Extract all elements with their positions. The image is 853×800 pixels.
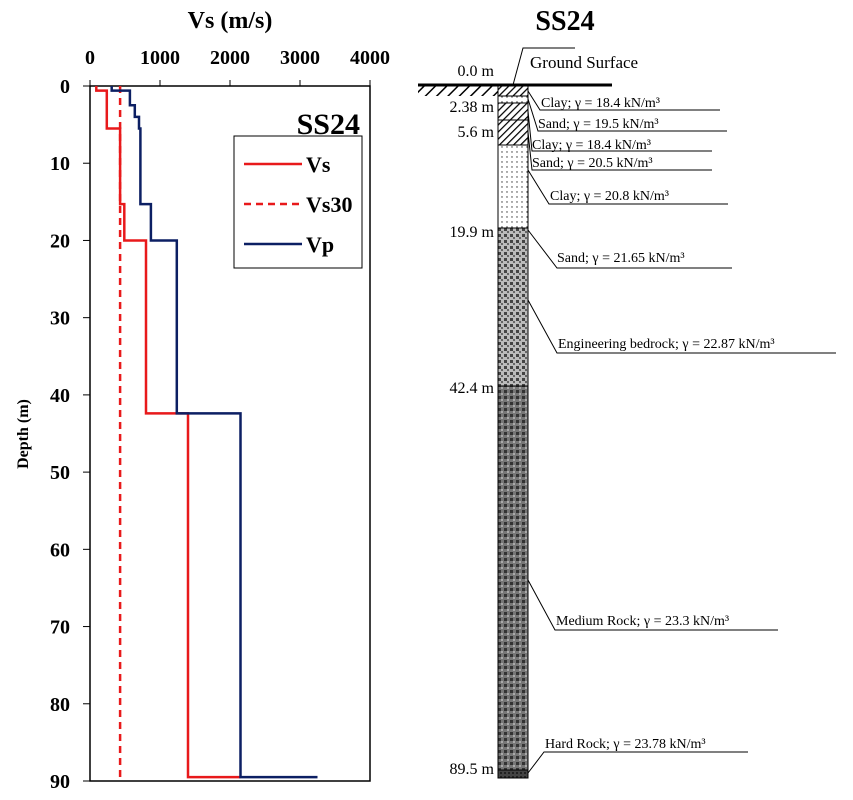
y-tick-label: 60 xyxy=(50,539,70,561)
y-tick-label: 0 xyxy=(60,76,70,98)
layer-label: Clay; γ = 18.4 kN/m³ xyxy=(532,138,651,153)
layer-label: Clay; γ = 20.8 kN/m³ xyxy=(550,189,669,204)
depth-label: 2.38 m xyxy=(450,99,495,116)
legend-label: Vp xyxy=(306,232,334,257)
layer-label: Hard Rock; γ = 23.78 kN/m³ xyxy=(545,737,706,752)
layer-label: Clay; γ = 18.4 kN/m³ xyxy=(541,96,660,111)
x-axis-label: Vs (m/s) xyxy=(188,8,273,34)
y-tick-label: 40 xyxy=(50,385,70,407)
depth-label: 0.0 m xyxy=(458,63,495,80)
depth-label: 89.5 m xyxy=(450,761,495,778)
x-tick-label: 1000 xyxy=(140,47,180,69)
layer-label: Sand; γ = 19.5 kN/m³ xyxy=(538,117,659,132)
depth-label: 42.4 m xyxy=(450,380,495,397)
y-tick-label: 80 xyxy=(50,694,70,716)
y-tick-label: 90 xyxy=(50,771,70,793)
x-tick-label: 2000 xyxy=(210,47,250,69)
figure: Vs (m/s) Depth (m) SS24 0100020003000400… xyxy=(0,0,853,795)
x-tick-label: 0 xyxy=(85,47,95,69)
y-tick-label: 20 xyxy=(50,230,70,252)
layer-label: Sand; γ = 21.65 kN/m³ xyxy=(557,251,685,266)
surface-label: Ground Surface xyxy=(530,53,638,72)
layer xyxy=(498,103,528,120)
layer xyxy=(498,145,528,228)
y-tick-label: 10 xyxy=(50,153,70,175)
depth-label: 19.9 m xyxy=(450,224,495,241)
layer-label: Sand; γ = 20.5 kN/m³ xyxy=(532,156,653,171)
y-tick-label: 70 xyxy=(50,617,70,639)
x-tick-label: 3000 xyxy=(280,47,320,69)
x-tick-label: 4000 xyxy=(350,47,390,69)
layer xyxy=(498,770,528,778)
depth-label: 5.6 m xyxy=(458,124,495,141)
legend-label: Vs30 xyxy=(306,192,352,217)
layer xyxy=(498,120,528,145)
legend-label: Vs xyxy=(306,152,331,177)
layer-label: Medium Rock; γ = 23.3 kN/m³ xyxy=(556,614,729,629)
diagram-title: SS24 xyxy=(535,6,594,37)
ground-hatch xyxy=(418,86,498,96)
y-axis-label: Depth (m) xyxy=(15,399,32,469)
layer xyxy=(498,86,528,96)
layer-label: Engineering bedrock; γ = 22.87 kN/m³ xyxy=(558,337,775,352)
borehole-diagram: SS24 Ground Surface 0.0 m 2.38 m 5.6 m 1… xyxy=(418,6,836,778)
y-tick-label: 30 xyxy=(50,308,70,330)
y-tick-label: 50 xyxy=(50,462,70,484)
layer xyxy=(498,228,528,386)
layer xyxy=(498,386,528,770)
layer xyxy=(498,96,528,103)
series-line xyxy=(96,86,240,777)
